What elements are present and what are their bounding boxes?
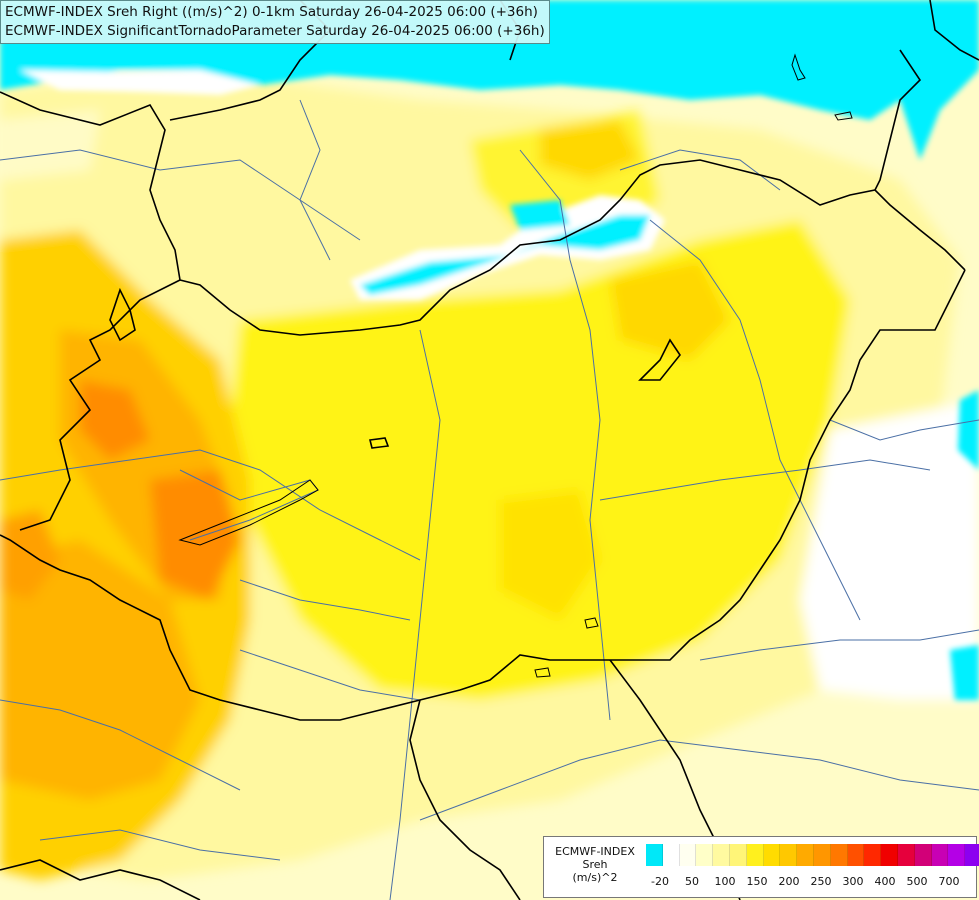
legend-swatch (948, 844, 966, 866)
legend-swatch (830, 844, 848, 866)
lake-outlines (178, 53, 853, 678)
legend-swatch (881, 844, 898, 866)
legend-swatch (746, 844, 764, 866)
legend-swatch (897, 844, 915, 866)
map-header: ECMWF-INDEX Sreh Right ((m/s)^2) 0-1km S… (0, 0, 550, 44)
legend-swatch (914, 844, 932, 866)
header-line-stp: ECMWF-INDEX SignificantTornadoParameter … (5, 23, 545, 39)
legend-color-scale (646, 844, 979, 867)
legend-swatch (864, 844, 882, 866)
legend-swatch (713, 844, 730, 866)
legend-tick-label: 200 (778, 875, 800, 888)
rivers (0, 99, 979, 900)
legend-swatch (729, 844, 747, 866)
header-line-sreh: ECMWF-INDEX Sreh Right ((m/s)^2) 0-1km S… (5, 4, 538, 20)
legend-swatch (646, 844, 663, 866)
legend-title-unit: (m/s)^2 (572, 871, 618, 884)
legend-swatch (847, 844, 865, 866)
legend-tick-label: -20 (651, 875, 669, 888)
legend-swatch (763, 844, 781, 866)
legend-tick-labels: -20 50 100 150 200 250 300 400 500 700 (646, 875, 970, 889)
legend-tick-label: 300 (842, 875, 864, 888)
legend-tick-label: 50 (685, 875, 699, 888)
legend-title-variable: Sreh (582, 858, 608, 871)
legend-tick-label: 100 (714, 875, 736, 888)
legend-swatch (662, 844, 680, 866)
legend-swatch (696, 844, 714, 866)
legend-title-model: ECMWF-INDEX (555, 845, 635, 858)
legend-swatch (965, 844, 979, 866)
legend-tick-label: 400 (874, 875, 896, 888)
legend-tick-label: 500 (906, 875, 928, 888)
legend-swatch (797, 844, 814, 866)
legend-tick-label: 700 (938, 875, 960, 888)
legend-tick-label: 150 (746, 875, 768, 888)
legend-swatch (931, 844, 949, 866)
legend-title: ECMWF-INDEX Sreh (m/s)^2 (546, 845, 644, 884)
legend-swatch (679, 844, 697, 866)
legend-swatch (813, 844, 831, 866)
sreh-field (0, 70, 979, 880)
legend-tick-label: 250 (810, 875, 832, 888)
color-legend: ECMWF-INDEX Sreh (m/s)^2 -20 50 100 150 200 2… (543, 836, 979, 898)
legend-swatch (780, 844, 798, 866)
